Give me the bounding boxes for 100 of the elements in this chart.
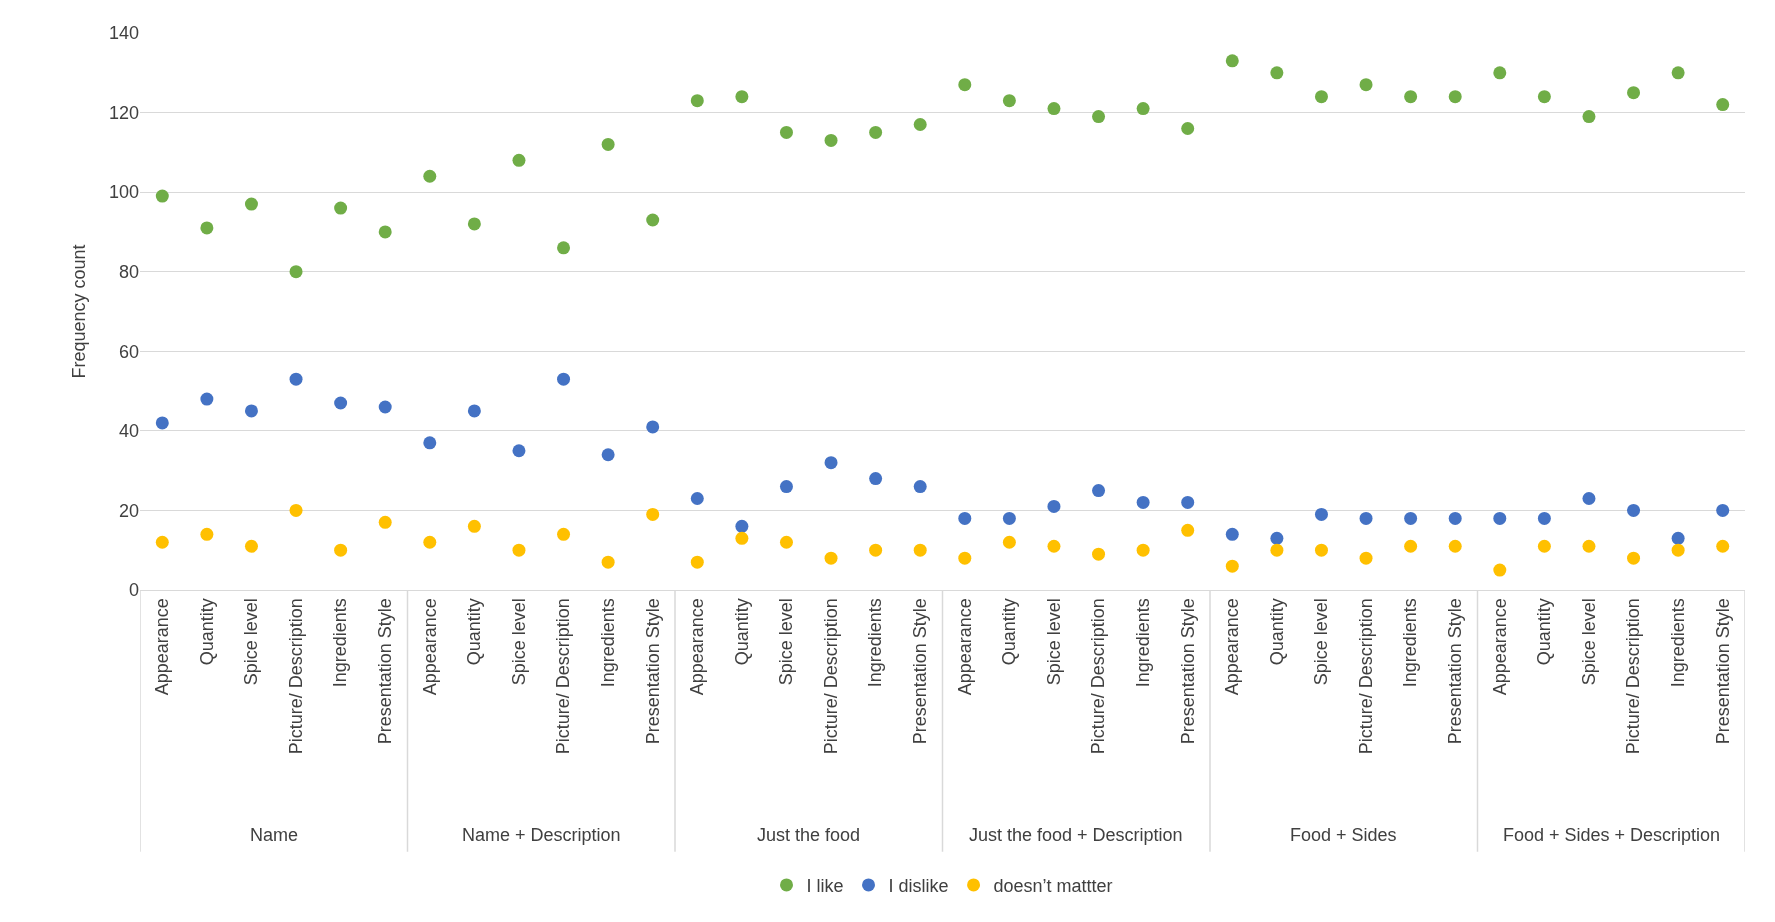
point — [690, 94, 704, 108]
point — [244, 404, 258, 418]
point — [1537, 539, 1551, 553]
point — [1582, 110, 1596, 124]
point — [1716, 503, 1730, 517]
point — [1448, 90, 1462, 104]
x-tick-label: Quantity — [464, 598, 485, 666]
point — [1314, 507, 1328, 521]
x-tick-label: Presentation Style — [1177, 598, 1198, 745]
point — [1359, 551, 1373, 565]
point — [1181, 495, 1195, 509]
x-tick-label: Quantity — [1534, 598, 1555, 666]
point — [155, 416, 169, 430]
point — [1047, 499, 1061, 513]
point — [1181, 523, 1195, 537]
point — [1537, 90, 1551, 104]
point — [1225, 54, 1239, 68]
point — [1270, 543, 1284, 557]
point — [289, 265, 303, 279]
point — [601, 137, 615, 151]
point — [1493, 66, 1507, 80]
point — [1314, 90, 1328, 104]
point — [646, 507, 660, 521]
point — [869, 472, 883, 486]
x-tick-label: Appearance — [419, 598, 440, 696]
point — [334, 543, 348, 557]
point — [467, 519, 481, 533]
point — [334, 201, 348, 215]
point — [1181, 121, 1195, 135]
point — [601, 555, 615, 569]
x-tick-label: Quantity — [196, 598, 217, 666]
point — [913, 543, 927, 557]
point — [557, 241, 571, 255]
x-tick-label: Ingredients — [865, 598, 886, 688]
legend-label: I like — [806, 875, 844, 896]
point — [1136, 495, 1150, 509]
x-tick-label: Ingredients — [330, 598, 351, 688]
point — [1537, 511, 1551, 525]
point — [289, 372, 303, 386]
point — [1047, 539, 1061, 553]
point — [958, 78, 972, 92]
point — [289, 503, 303, 517]
text: Name + Description — [462, 825, 621, 845]
x-tick-label: Ingredients — [1667, 598, 1688, 688]
point — [646, 213, 660, 227]
point — [423, 169, 437, 183]
y-tick-label: 20 — [118, 500, 139, 521]
x-tick-label: Picture/ Description — [553, 598, 574, 755]
text: Just the food — [757, 825, 861, 845]
point — [244, 539, 258, 553]
x-tick-label: Picture/ Description — [285, 598, 306, 755]
legend-label: I dislike — [888, 875, 949, 896]
x-tick-label: Spice level — [1578, 598, 1599, 686]
point — [1582, 491, 1596, 505]
text: Name — [250, 825, 299, 845]
point — [200, 527, 214, 541]
point — [1671, 543, 1685, 557]
point — [557, 372, 571, 386]
y-axis-title: Frequency count — [69, 244, 90, 379]
point — [824, 551, 838, 565]
point — [690, 555, 704, 569]
x-tick-label: Spice level — [1043, 598, 1064, 686]
point — [1404, 511, 1418, 525]
point — [1582, 539, 1596, 553]
x-tick-label: Quantity — [731, 598, 752, 666]
point — [1359, 511, 1373, 525]
point — [1493, 511, 1507, 525]
x-tick-label: Presentation Style — [910, 598, 931, 745]
x-tick-label: Spice level — [1311, 598, 1332, 686]
x-tick-label: Presentation Style — [1445, 598, 1466, 745]
y-tick-label: 40 — [118, 421, 139, 442]
x-tick-label: Spice level — [508, 598, 529, 686]
point — [557, 527, 571, 541]
point — [601, 448, 615, 462]
x-tick-label: Picture/ Description — [1088, 598, 1109, 755]
x-tick-label: Spice level — [241, 598, 262, 686]
point — [1092, 484, 1106, 498]
point — [1136, 543, 1150, 557]
text: Food + Sides + Description — [1503, 825, 1721, 845]
x-tick-label: Picture/ Description — [1623, 598, 1644, 755]
point — [1493, 563, 1507, 577]
y-tick-label: 80 — [118, 262, 139, 283]
point — [735, 519, 749, 533]
point — [1359, 78, 1373, 92]
point — [1002, 511, 1016, 525]
x-tick-label: Appearance — [1222, 598, 1243, 696]
x-tick-label: Appearance — [954, 598, 975, 696]
x-tick-label: Presentation Style — [375, 598, 396, 745]
point — [869, 543, 883, 557]
point — [1314, 543, 1328, 557]
point — [244, 197, 258, 211]
point — [1002, 535, 1016, 549]
point — [779, 480, 793, 494]
x-tick-label: Appearance — [687, 598, 708, 696]
point — [467, 404, 481, 418]
x-tick-label: Presentation Style — [1712, 598, 1733, 745]
point — [1716, 539, 1730, 553]
point — [1225, 559, 1239, 573]
point — [155, 189, 169, 203]
point — [869, 125, 883, 139]
